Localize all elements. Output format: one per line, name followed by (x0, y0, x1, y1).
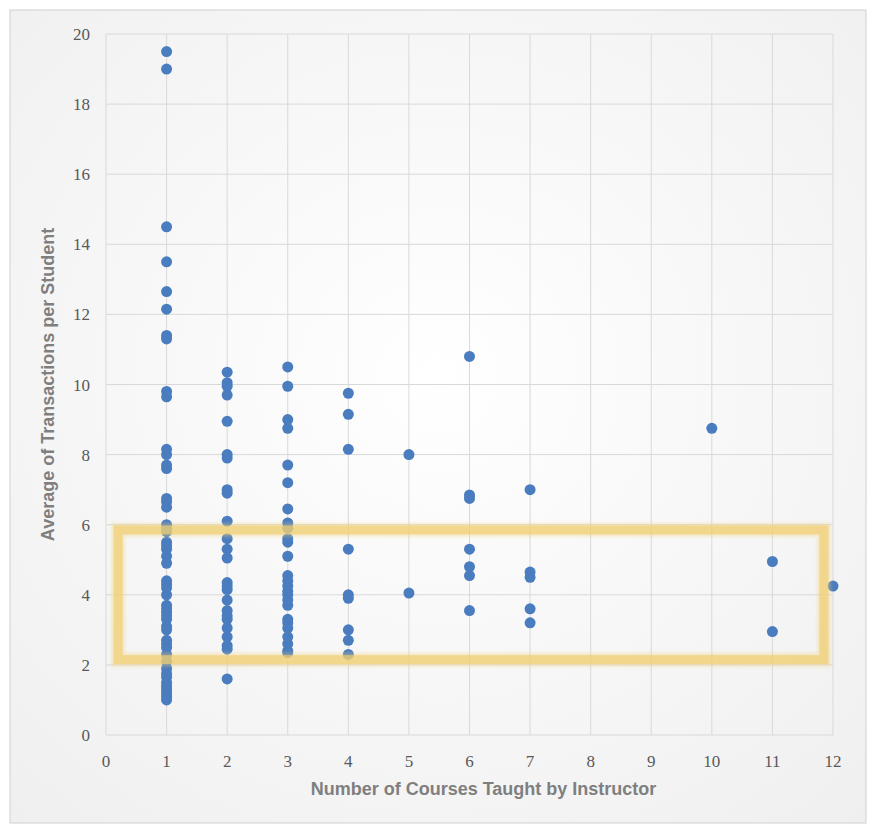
y-tick-label: 0 (82, 726, 91, 745)
point (161, 46, 172, 57)
chart: 012345678910111202468101214161820Number … (0, 0, 876, 833)
point (282, 423, 293, 434)
y-grid-line (106, 384, 833, 385)
point (161, 64, 172, 75)
point (767, 556, 778, 567)
y-tick-label: 6 (82, 516, 91, 535)
y-tick-label: 20 (73, 25, 90, 44)
point (282, 477, 293, 488)
point (706, 423, 717, 434)
point (222, 584, 233, 595)
y-tick-label: 16 (73, 165, 90, 184)
x-tick-label: 5 (405, 752, 414, 771)
point (343, 444, 354, 455)
point (161, 304, 172, 315)
point (464, 544, 475, 555)
point (161, 589, 172, 600)
band (118, 530, 824, 660)
point (222, 453, 233, 464)
y-tick-label: 4 (82, 586, 91, 605)
y-tick-label: 18 (73, 95, 90, 114)
point (525, 484, 536, 495)
point (525, 572, 536, 583)
band-glow (118, 530, 824, 660)
y-tick-label: 10 (73, 376, 90, 395)
x-tick-label: 8 (586, 752, 595, 771)
point (161, 502, 172, 513)
point (464, 570, 475, 581)
x-axis-title: Number of Courses Taught by Instructor (311, 779, 657, 799)
x-tick-label: 0 (102, 752, 111, 771)
point (222, 390, 233, 401)
point (403, 449, 414, 460)
point (403, 588, 414, 599)
point (282, 460, 293, 471)
point (161, 256, 172, 267)
x-tick-label: 6 (465, 752, 474, 771)
point (767, 626, 778, 637)
y-grid-line (106, 244, 833, 245)
point (343, 593, 354, 604)
point (464, 493, 475, 504)
point (222, 595, 233, 606)
y-grid-line (106, 34, 833, 35)
x-tick-label: 7 (526, 752, 535, 771)
x-tick-label: 2 (223, 752, 232, 771)
point (282, 537, 293, 548)
y-tick-label: 2 (82, 656, 91, 675)
point (161, 449, 172, 460)
point (343, 624, 354, 635)
point (161, 558, 172, 569)
point (282, 600, 293, 611)
point (343, 635, 354, 646)
point (161, 694, 172, 705)
y-grid-line (106, 104, 833, 105)
x-tick-label: 1 (162, 752, 171, 771)
point (282, 551, 293, 562)
y-grid-line (106, 454, 833, 455)
point (464, 605, 475, 616)
point (525, 617, 536, 628)
x-tick-label: 11 (764, 752, 780, 771)
x-tick-label: 12 (825, 752, 842, 771)
y-tick-label: 14 (73, 235, 91, 254)
point (161, 463, 172, 474)
y-grid-line (106, 594, 833, 595)
x-tick-label: 10 (703, 752, 720, 771)
point (161, 286, 172, 297)
point (161, 624, 172, 635)
y-grid-line (106, 735, 833, 736)
y-grid-line (106, 174, 833, 175)
point (161, 333, 172, 344)
point (222, 552, 233, 563)
point (161, 221, 172, 232)
point (282, 361, 293, 372)
points (161, 46, 838, 705)
highlight-band (118, 530, 824, 660)
point (222, 367, 233, 378)
point (222, 416, 233, 427)
point (282, 381, 293, 392)
point (282, 503, 293, 514)
chart-background (10, 10, 866, 823)
y-tick-label: 8 (82, 446, 91, 465)
point (343, 544, 354, 555)
x-tick-label: 9 (647, 752, 656, 771)
point (464, 351, 475, 362)
y-grid-line (106, 314, 833, 315)
point (222, 673, 233, 684)
grid (106, 34, 833, 735)
point (222, 488, 233, 499)
y-axis-title: Average of Transactions per Student (38, 228, 58, 541)
point (343, 409, 354, 420)
point (343, 388, 354, 399)
point (525, 603, 536, 614)
y-tick-label: 12 (73, 305, 90, 324)
x-tick-label: 3 (284, 752, 293, 771)
x-tick-label: 4 (344, 752, 353, 771)
point (161, 391, 172, 402)
